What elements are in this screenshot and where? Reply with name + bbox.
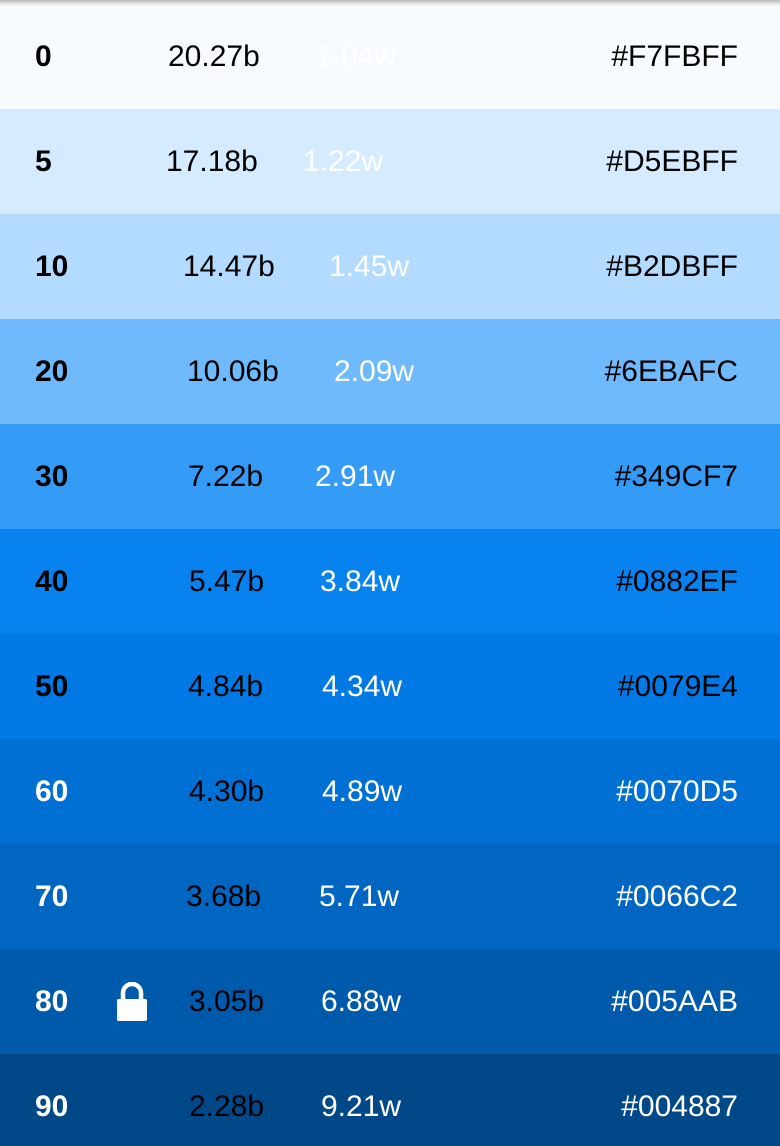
hex-code[interactable]: #0882EF xyxy=(616,565,738,598)
shade-label: 70 xyxy=(35,880,69,913)
swatch-row-20[interactable]: 20 10.06b 2.09w #6EBAFC xyxy=(0,319,780,424)
black-contrast-ratio: 14.47b xyxy=(183,250,275,283)
swatch-row-5[interactable]: 5 17.18b 1.22w #D5EBFF xyxy=(0,109,780,214)
black-contrast-ratio: 10.06b xyxy=(187,355,279,388)
black-contrast-ratio: 3.68b xyxy=(186,880,262,913)
hex-code[interactable]: #005AAB xyxy=(611,985,738,1018)
shade-label: 50 xyxy=(35,670,69,703)
black-contrast-ratio: 3.05b xyxy=(189,985,265,1018)
hex-code[interactable]: #0079E4 xyxy=(617,670,738,703)
swatch-row-40[interactable]: 40 5.47b 3.84w #0882EF xyxy=(0,529,780,634)
shade-label: 40 xyxy=(35,565,69,598)
black-contrast-ratio: 20.27b xyxy=(168,40,260,73)
shade-label: 20 xyxy=(35,355,69,388)
shade-label: 0 xyxy=(35,40,52,73)
shade-label: 5 xyxy=(35,145,52,178)
hex-code[interactable]: #349CF7 xyxy=(614,460,738,493)
white-contrast-ratio: 6.88w xyxy=(321,985,402,1018)
shade-label: 60 xyxy=(35,775,69,808)
swatch-row-30[interactable]: 30 7.22b 2.91w #349CF7 xyxy=(0,424,780,529)
hex-code[interactable]: #6EBAFC xyxy=(604,355,738,388)
hex-code[interactable]: #004887 xyxy=(621,1090,738,1123)
swatch-row-60[interactable]: 60 4.30b 4.89w #0070D5 xyxy=(0,739,780,844)
black-contrast-ratio: 7.22b xyxy=(188,460,264,493)
black-contrast-ratio: 4.84b xyxy=(188,670,264,703)
black-contrast-ratio: 5.47b xyxy=(189,565,265,598)
white-contrast-ratio: 1.45w xyxy=(329,250,410,283)
black-contrast-ratio: 17.18b xyxy=(166,145,258,178)
swatch-list: 0 20.27b 1.04w #F7FBFF 5 17.18b 1.22w #D… xyxy=(0,4,780,1146)
white-contrast-ratio: 4.34w xyxy=(322,670,403,703)
white-contrast-ratio: 9.21w xyxy=(321,1090,402,1123)
shade-label: 10 xyxy=(35,250,69,283)
swatch-row-50[interactable]: 50 4.84b 4.34w #0079E4 xyxy=(0,634,780,739)
swatch-row-90[interactable]: 90 2.28b 9.21w #004887 xyxy=(0,1054,780,1146)
shade-label: 30 xyxy=(35,460,69,493)
hex-code[interactable]: #0070D5 xyxy=(616,775,738,808)
black-contrast-ratio: 4.30b xyxy=(189,775,265,808)
hex-code[interactable]: #F7FBFF xyxy=(611,40,738,73)
white-contrast-ratio: 2.09w xyxy=(334,355,415,388)
white-contrast-ratio: 3.84w xyxy=(320,565,401,598)
swatch-row-0[interactable]: 0 20.27b 1.04w #F7FBFF xyxy=(0,4,780,109)
white-contrast-ratio: 4.89w xyxy=(322,775,403,808)
black-contrast-ratio: 2.28b xyxy=(189,1090,265,1123)
hex-code[interactable]: #0066C2 xyxy=(616,880,738,913)
swatch-row-70[interactable]: 70 3.68b 5.71w #0066C2 xyxy=(0,844,780,949)
hex-code[interactable]: #B2DBFF xyxy=(606,250,738,283)
shade-label: 90 xyxy=(35,1090,69,1123)
top-shadow xyxy=(0,0,780,6)
lock-icon xyxy=(115,949,149,1054)
swatch-row-80[interactable]: 80 3.05b 6.88w #005AAB xyxy=(0,949,780,1054)
white-contrast-ratio: 1.04w xyxy=(316,40,397,73)
white-contrast-ratio: 2.91w xyxy=(315,460,396,493)
hex-code[interactable]: #D5EBFF xyxy=(606,145,738,178)
white-contrast-ratio: 5.71w xyxy=(319,880,400,913)
white-contrast-ratio: 1.22w xyxy=(303,145,384,178)
swatch-row-10[interactable]: 10 14.47b 1.45w #B2DBFF xyxy=(0,214,780,319)
shade-label: 80 xyxy=(35,985,69,1018)
